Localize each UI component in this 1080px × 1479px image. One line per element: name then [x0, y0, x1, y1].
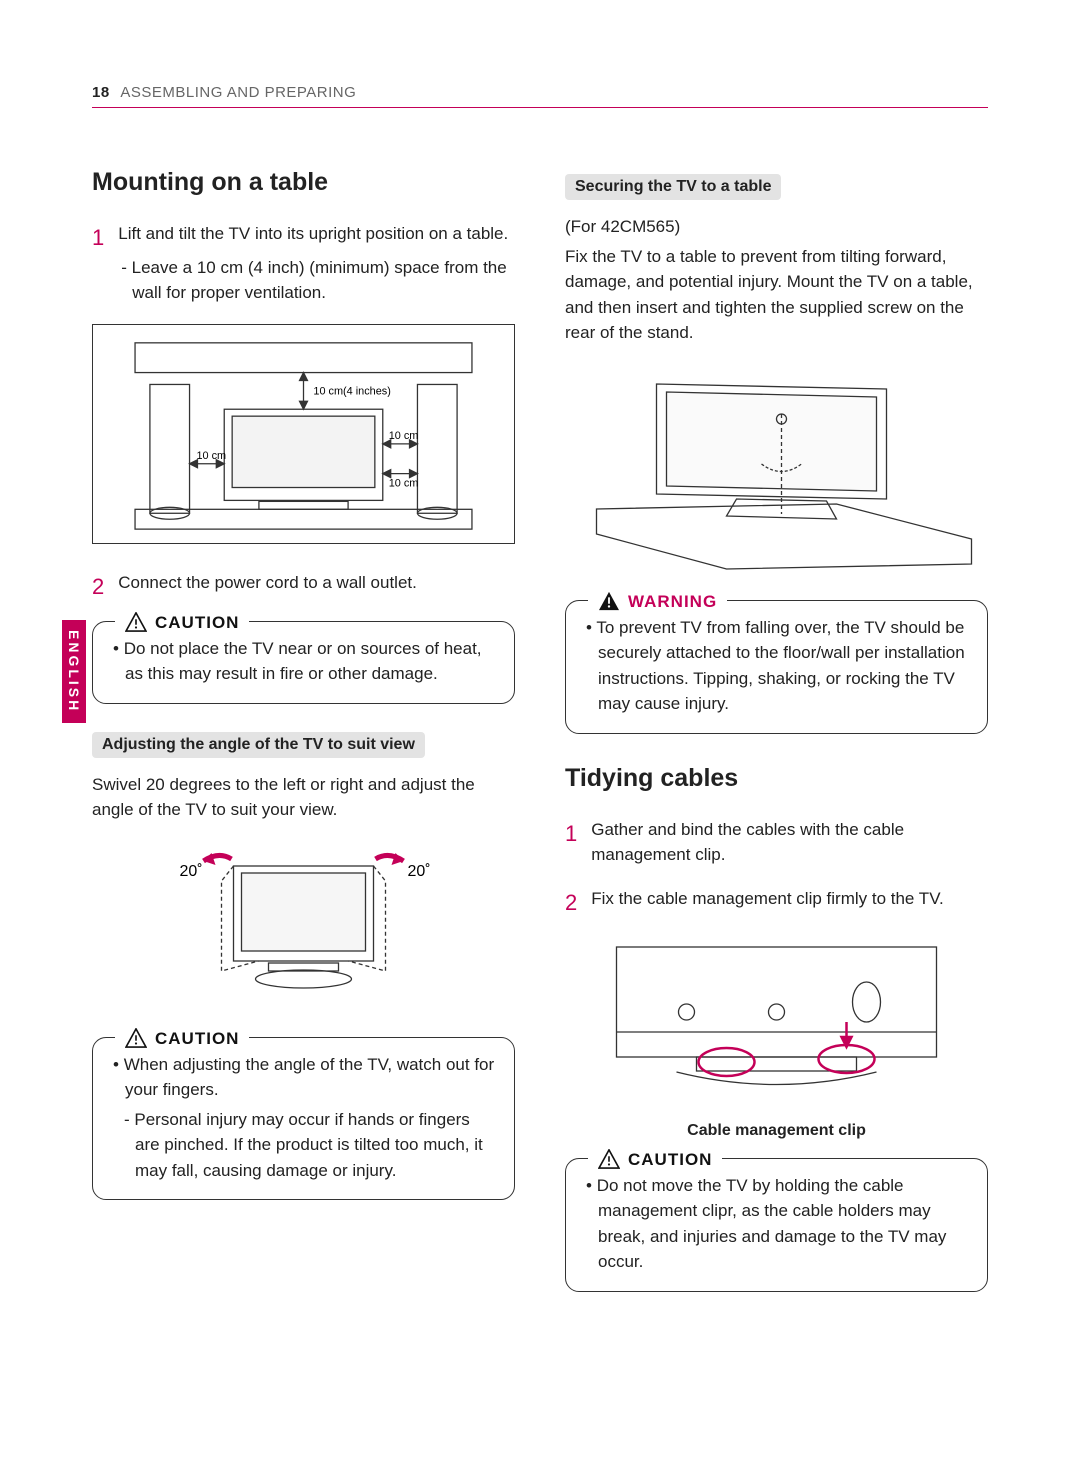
fig-cable-label: Cable management clip [565, 1122, 988, 1140]
caution-label: CAUTION [628, 1147, 712, 1173]
step-number: 2 [92, 570, 104, 603]
step-text: Fix the cable management clip firmly to … [591, 886, 988, 919]
language-tab: ENGLISH [62, 620, 86, 723]
warning-icon [598, 591, 620, 611]
warning-head: WARNING [588, 589, 727, 615]
tidy-step-2: 2 Fix the cable management clip firmly t… [565, 886, 988, 919]
warning-label: WARNING [628, 589, 717, 615]
fig-label-right: 10 cm [389, 429, 419, 441]
caution-label: CAUTION [155, 1026, 239, 1052]
angle-right: 20˚ [408, 863, 431, 880]
figure-secure [565, 364, 988, 574]
heading-mounting: Mounting on a table [92, 168, 515, 197]
heading-tidying: Tidying cables [565, 764, 988, 793]
figure-ventilation: 10 cm(4 inches) 10 cm 10 cm 10 cm [92, 324, 515, 544]
tidy-step-1: 1 Gather and bind the cables with the ca… [565, 817, 988, 868]
caution-head: CAUTION [588, 1147, 722, 1173]
left-column: Mounting on a table 1 Lift and tilt the … [92, 168, 515, 1314]
swivel-text: Swivel 20 degrees to the left or right a… [92, 772, 515, 823]
fig-label-top: 10 cm(4 inches) [313, 385, 390, 397]
caution-head: CAUTION [115, 1026, 249, 1052]
caution-label: CAUTION [155, 610, 239, 636]
step-text: Lift and tilt the TV into its upright po… [118, 224, 508, 243]
step-number: 1 [565, 817, 577, 868]
warning-bullet: To prevent TV from falling over, the TV … [584, 615, 969, 717]
caution-icon [125, 612, 147, 632]
manual-page: 18 ASSEMBLING AND PREPARING ENGLISH Moun… [0, 0, 1080, 1374]
caution-sub: - Personal injury may occur if hands or … [111, 1107, 496, 1184]
fig-label-bottom: 10 cm [389, 477, 419, 489]
figure-cable-clip [565, 937, 988, 1102]
caution-icon [598, 1149, 620, 1169]
model-note: (For 42CM565) [565, 214, 988, 240]
content-columns: Mounting on a table 1 Lift and tilt the … [92, 168, 988, 1314]
chapter-title: ASSEMBLING AND PREPARING [120, 84, 356, 101]
caution-box-fingers: CAUTION When adjusting the angle of the … [92, 1037, 515, 1201]
sub-step: - Leave a 10 cm (4 inch) (minimum) space… [118, 255, 515, 306]
page-header: 18 ASSEMBLING AND PREPARING [92, 84, 988, 108]
secure-text: Fix the TV to a table to prevent from ti… [565, 244, 988, 346]
step-text: Gather and bind the cables with the cabl… [591, 817, 988, 868]
caution-box-heat: CAUTION Do not place the TV near or on s… [92, 621, 515, 704]
caution-head: CAUTION [115, 610, 249, 636]
right-column: Securing the TV to a table (For 42CM565)… [565, 168, 988, 1314]
caution-bullet: Do not move the TV by holding the cable … [584, 1173, 969, 1275]
angle-left: 20˚ [180, 863, 203, 880]
pill-securing: Securing the TV to a table [565, 174, 781, 200]
step-number: 2 [565, 886, 577, 919]
caution-bullet: Do not place the TV near or on sources o… [111, 636, 496, 687]
caution-bullet: When adjusting the angle of the TV, watc… [111, 1052, 496, 1103]
warning-box: WARNING To prevent TV from falling over,… [565, 600, 988, 734]
caution-box-cable: CAUTION Do not move the TV by holding th… [565, 1158, 988, 1292]
page-number: 18 [92, 84, 110, 101]
fig-label-left: 10 cm [196, 449, 226, 461]
step-body: Lift and tilt the TV into its upright po… [118, 221, 515, 306]
step-number: 1 [92, 221, 104, 306]
pill-adjusting-angle: Adjusting the angle of the TV to suit vi… [92, 732, 425, 758]
step-1: 1 Lift and tilt the TV into its upright … [92, 221, 515, 306]
step-text: Connect the power cord to a wall outlet. [118, 570, 515, 603]
step-2: 2 Connect the power cord to a wall outle… [92, 570, 515, 603]
figure-swivel: 20˚ 20˚ [92, 841, 515, 1011]
caution-icon [125, 1028, 147, 1048]
